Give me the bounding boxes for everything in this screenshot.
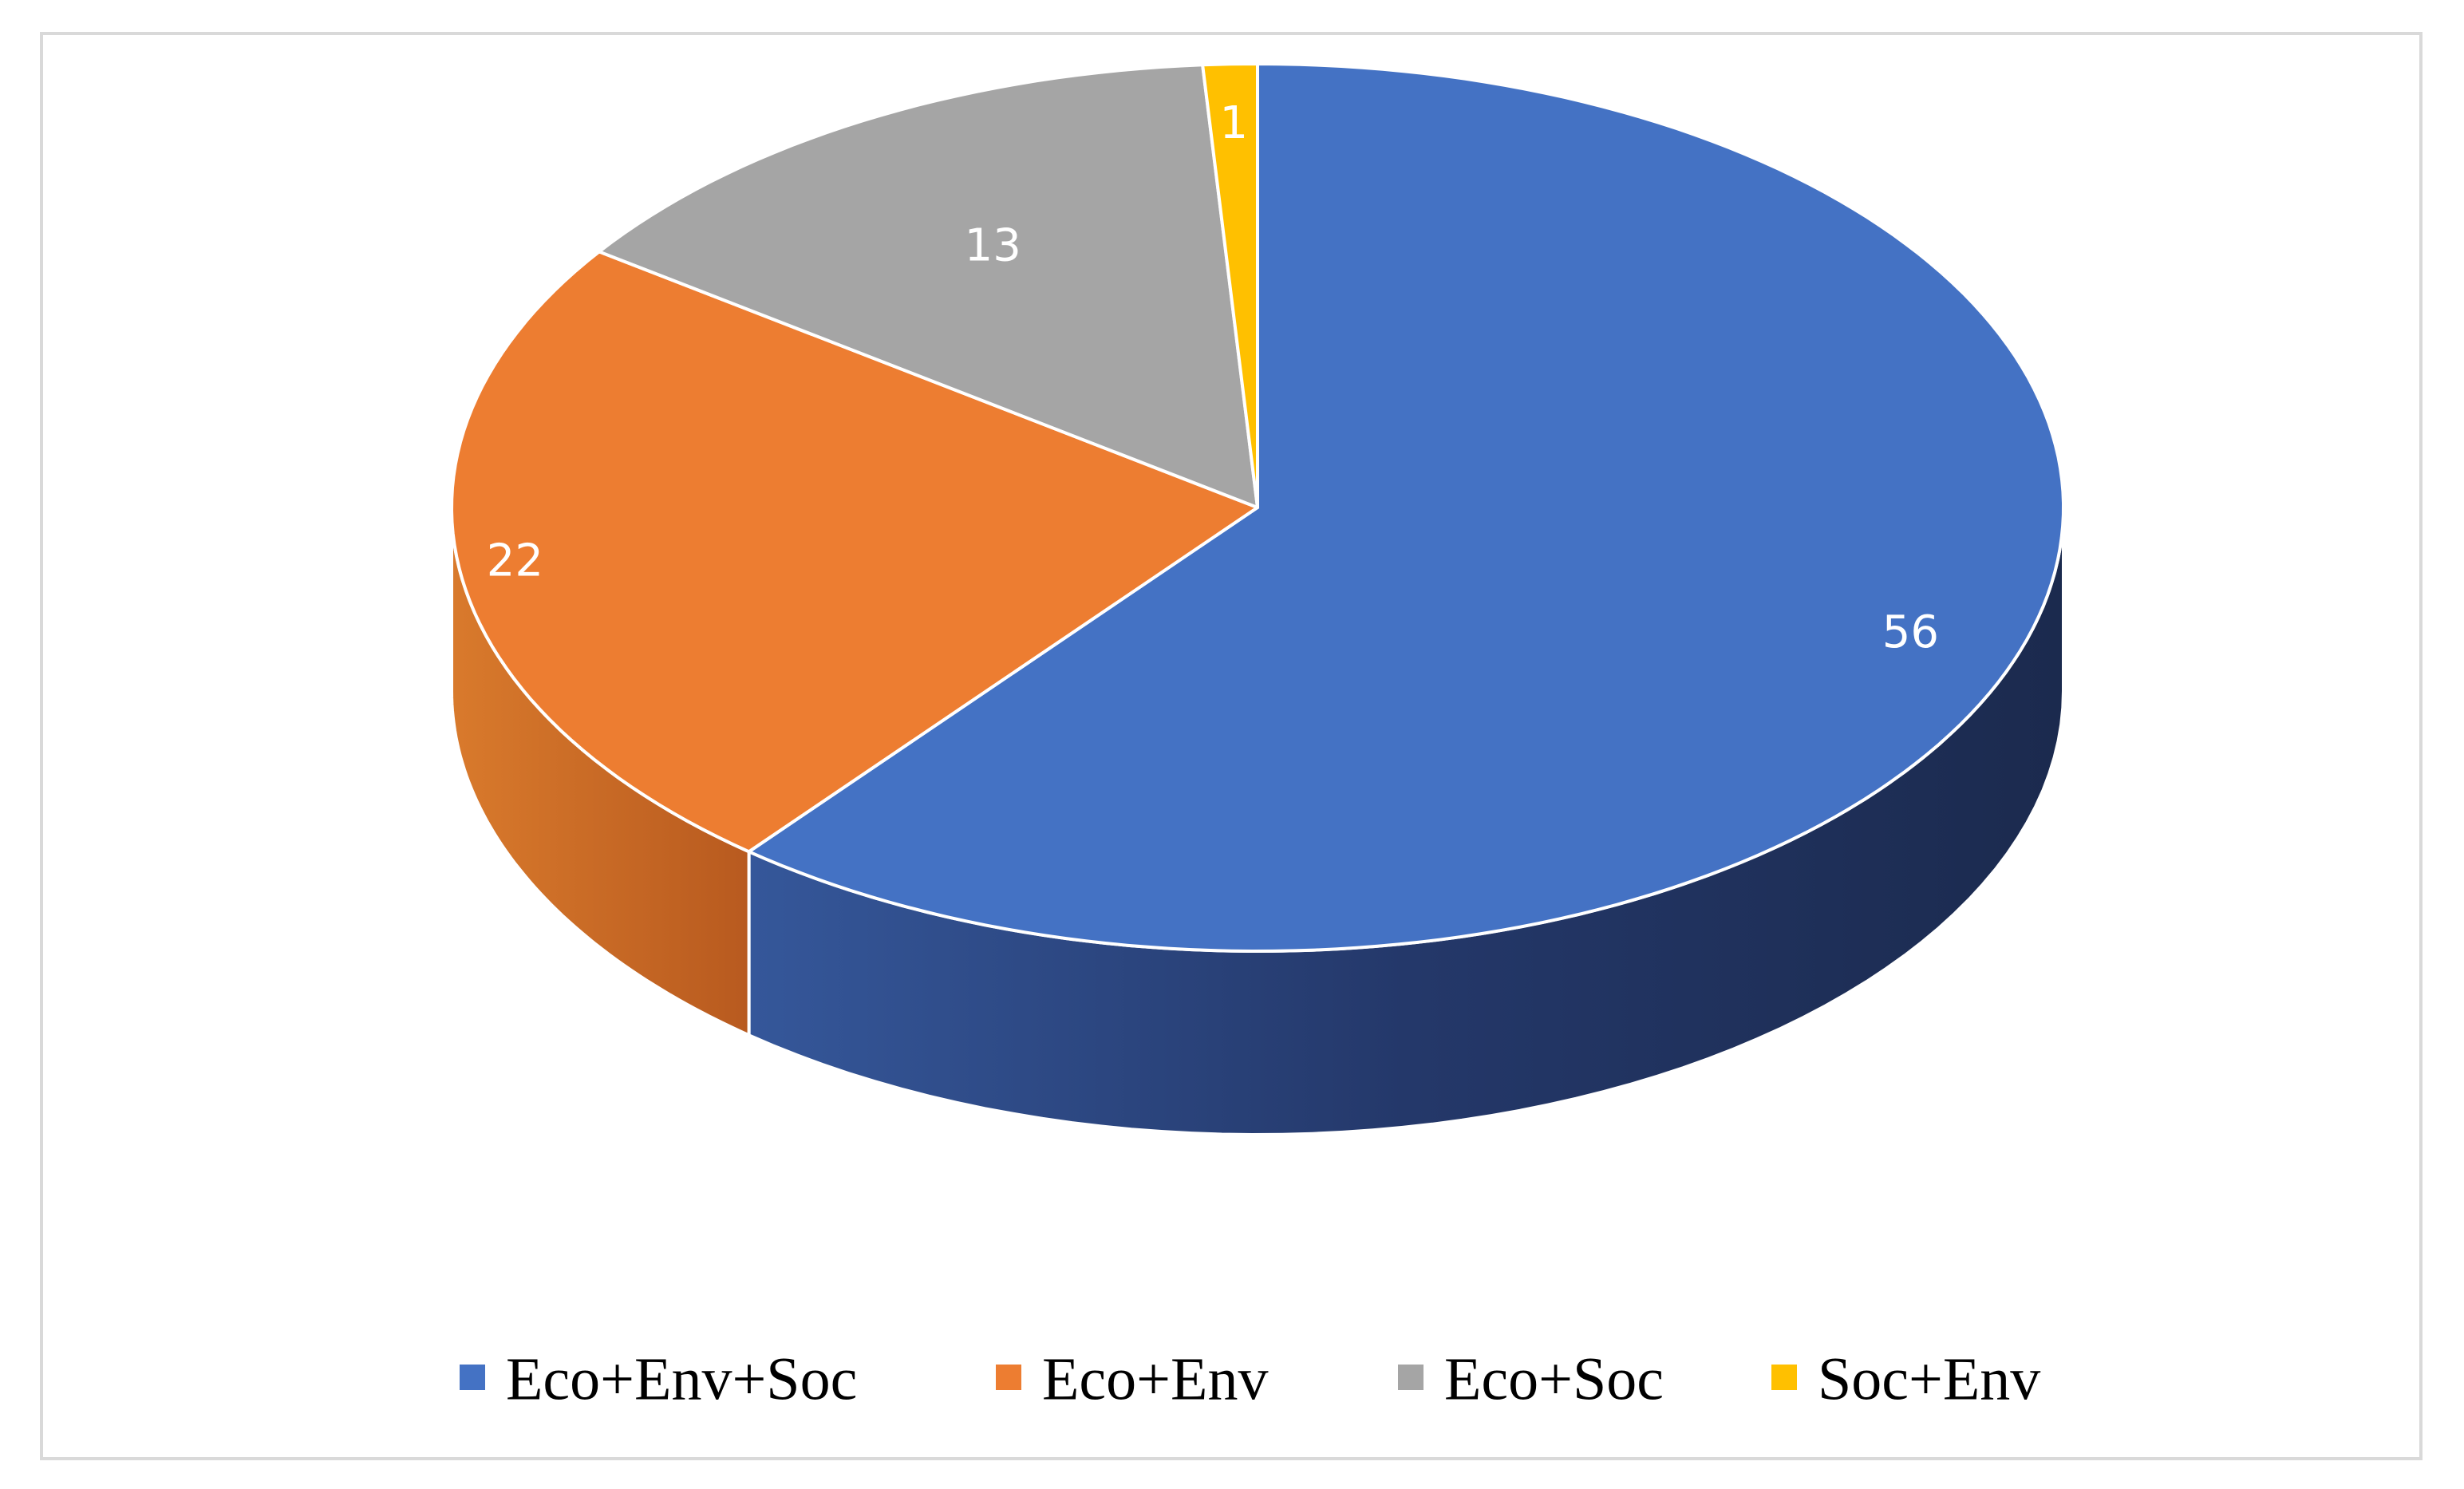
pie-slices bbox=[450, 62, 2065, 953]
legend-swatch-eco-soc bbox=[1398, 1365, 1424, 1390]
legend-label-eco-env-soc: Eco+Env+Soc bbox=[506, 1345, 857, 1412]
data-labels: 56 22 13 1 bbox=[487, 97, 1939, 658]
legend-swatch-eco-env bbox=[996, 1365, 1021, 1390]
data-label-soc-env: 1 bbox=[1219, 97, 1248, 149]
legend-swatch-eco-env-soc bbox=[460, 1365, 485, 1390]
pie-slice-eco-env bbox=[450, 250, 1259, 854]
data-label-eco-env: 22 bbox=[487, 535, 543, 587]
data-label-eco-soc: 13 bbox=[965, 219, 1021, 271]
legend: Eco+Env+Soc Eco+Env Eco+Soc Soc+Env bbox=[460, 1345, 2040, 1412]
legend-label-soc-env: Soc+Env bbox=[1818, 1345, 2040, 1412]
pie-slice-soc-env bbox=[1201, 62, 1259, 509]
data-label-eco-env-soc: 56 bbox=[1882, 606, 1939, 658]
pie-slice-eco-env-soc bbox=[747, 62, 2065, 953]
pie-slice-eco-soc bbox=[597, 63, 1259, 509]
legend-swatch-soc-env bbox=[1771, 1365, 1797, 1390]
legend-label-eco-env: Eco+Env bbox=[1042, 1345, 1268, 1412]
legend-label-eco-soc: Eco+Soc bbox=[1444, 1345, 1664, 1412]
